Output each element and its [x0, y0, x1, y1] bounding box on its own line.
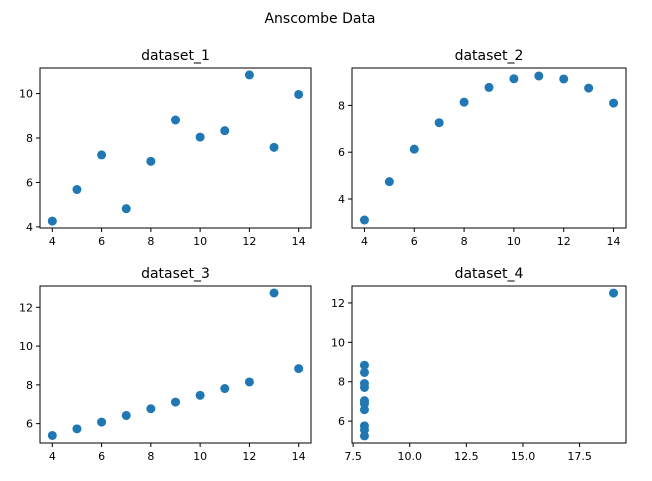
- plot-3-ytick-label-3: 10: [19, 340, 33, 353]
- plot-2-frame: [351, 67, 627, 229]
- plot-3-xtick-label-3: 8: [147, 450, 154, 463]
- plot-3-xtick-label-6: 14: [292, 450, 306, 463]
- plot-2-point-3: [584, 83, 594, 93]
- plot-4-xtick-label-4: 15.0: [511, 450, 536, 463]
- plot-4-ytick-label-1: 6: [338, 415, 345, 428]
- plot-2-point-9: [559, 74, 569, 84]
- plot-1-title: dataset_1: [141, 48, 210, 64]
- plot-4-point-4: [359, 360, 369, 370]
- plot-1-xtick-label-1: 4: [49, 235, 56, 248]
- plot-2-point-2: [459, 97, 469, 107]
- plot-2-xtick-label-4: 10: [507, 235, 521, 248]
- plot-4-ytick-label-2: 8: [338, 376, 345, 389]
- plot-4-xtick-label-1: 7.5: [344, 450, 362, 463]
- plot-3-point-8: [47, 430, 57, 440]
- plot-4-frame: [351, 285, 627, 444]
- plot-3-xtick-label-2: 6: [98, 450, 105, 463]
- plot-3-xtick-label-4: 10: [193, 450, 207, 463]
- plot-3-point-2: [146, 404, 156, 414]
- plot-4-point-5: [359, 367, 369, 377]
- plot-1-xtick-label-6: 14: [292, 235, 306, 248]
- plot-1-point-10: [121, 204, 131, 214]
- plot-2-point-11: [384, 177, 394, 187]
- plot-1-point-4: [171, 115, 180, 125]
- plot-1-ytick-label-2: 6: [26, 176, 33, 189]
- plot-1-frame: [39, 67, 312, 229]
- plot-3-frame: [39, 285, 312, 444]
- plot-4-point-11: [359, 399, 369, 409]
- plot-3-ytick-label-1: 6: [26, 418, 33, 431]
- plot-2-ytick-label-1: 4: [338, 193, 345, 206]
- plot-4-xtick-label-2: 10.0: [397, 450, 422, 463]
- plot-4-ytick-label-3: 10: [331, 336, 345, 349]
- plot-3-point-5: [220, 384, 230, 394]
- plot-1-ytick-label-1: 4: [26, 221, 33, 234]
- plot-1-ytick-label-3: 8: [26, 132, 33, 145]
- plot-2-point-7: [409, 144, 419, 154]
- plot-1-xtick-label-4: 10: [193, 235, 207, 248]
- plot-3-point-10: [121, 410, 131, 420]
- plot-2-xtick-label-5: 12: [557, 235, 571, 248]
- plot-4-point-10: [359, 379, 369, 389]
- plot-1-point-9: [244, 70, 254, 80]
- plot-2-xtick-label-1: 4: [361, 235, 368, 248]
- plot-3-title: dataset_3: [141, 266, 210, 282]
- plot-1-point-2: [146, 156, 156, 166]
- plot-2-xtick-label-6: 14: [607, 235, 621, 248]
- plot-4-xtick-label-3: 12.5: [454, 450, 479, 463]
- plot-2-xtick-label-3: 8: [461, 235, 468, 248]
- plot-4-point-8: [609, 288, 619, 298]
- plot-2-title: dataset_2: [455, 48, 524, 64]
- plot-3-point-3: [269, 288, 279, 298]
- plot-2-xtick-label-2: 6: [411, 235, 418, 248]
- plot-1-point-5: [220, 126, 230, 136]
- plot-2-point-6: [609, 98, 619, 108]
- plot-1-point-11: [72, 185, 82, 195]
- plot-2-point-8: [359, 215, 369, 225]
- plot-3-point-7: [97, 417, 107, 427]
- plot-2-point-4: [484, 82, 494, 92]
- plot-1-xtick-label-5: 12: [242, 235, 256, 248]
- plot-4-point-9: [359, 425, 369, 435]
- plot-2-point-1: [509, 74, 519, 84]
- plot-1-ytick-label-4: 10: [19, 88, 33, 101]
- plot-1-point-6: [294, 89, 304, 99]
- plot-4-xtick-label-5: 17.5: [567, 450, 592, 463]
- plot-4-ytick-label-4: 12: [331, 297, 345, 310]
- plot-1-xtick-label-2: 6: [98, 235, 105, 248]
- plot-4-title: dataset_4: [455, 266, 524, 282]
- plot-2-point-10: [434, 118, 444, 128]
- plot-3-xtick-label-1: 4: [49, 450, 56, 463]
- plot-3-xtick-label-5: 12: [242, 450, 256, 463]
- plot-3-point-11: [72, 424, 82, 434]
- plot-1-point-3: [269, 142, 279, 152]
- plot-3-point-6: [294, 364, 304, 374]
- plot-2-point-5: [534, 71, 544, 81]
- figure-title: Anscombe Data: [264, 11, 375, 27]
- plot-1-xtick-label-3: 8: [147, 235, 154, 248]
- plot-3-ytick-label-4: 12: [19, 301, 33, 314]
- plot-3-point-1: [195, 390, 205, 400]
- plot-2-ytick-label-2: 6: [338, 146, 345, 159]
- plot-3-point-9: [244, 377, 254, 387]
- plot-1-point-1: [195, 132, 205, 142]
- plot-3-ytick-label-2: 8: [26, 379, 33, 392]
- plot-1-point-8: [47, 216, 57, 226]
- plot-3-point-4: [171, 397, 180, 407]
- plot-1-point-7: [97, 150, 107, 160]
- plot-2-ytick-label-3: 8: [338, 99, 345, 112]
